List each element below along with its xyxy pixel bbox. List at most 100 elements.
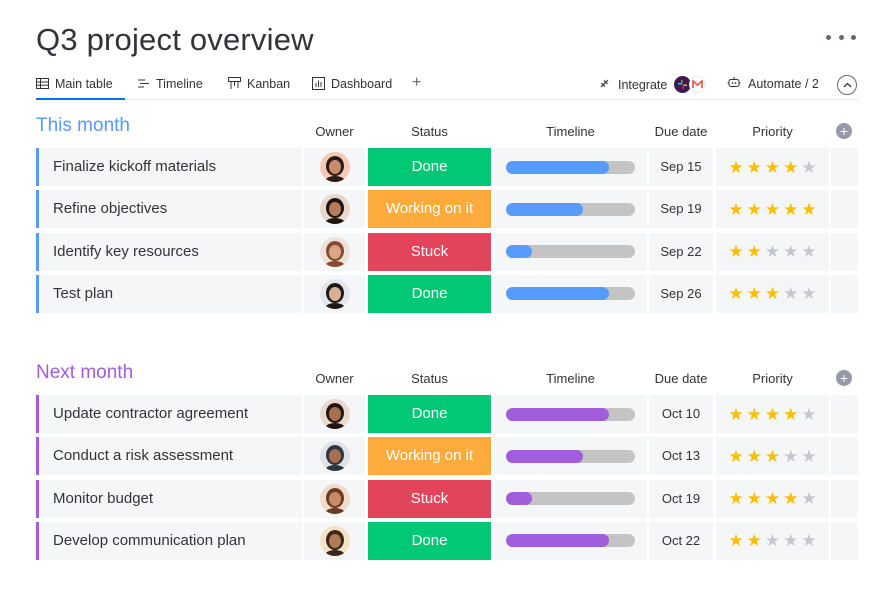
table-row[interactable]: Conduct a risk assessment Working on it Oc… [36,437,858,476]
timeline-cell[interactable] [494,521,647,560]
more-options-icon[interactable] [826,30,856,44]
item-name[interactable]: Finalize kickoff materials [36,148,302,186]
owner-cell[interactable] [304,148,365,186]
star-filled-icon[interactable]: ★ [728,489,744,509]
timeline-cell[interactable] [494,437,647,476]
star-filled-icon[interactable]: ★ [783,404,799,424]
star-empty-icon[interactable]: ★ [801,446,817,466]
avatar[interactable] [319,525,350,556]
group-title[interactable]: This month [36,115,130,136]
timeline-cell[interactable] [494,190,647,229]
status-badge[interactable]: Done [368,274,491,313]
avatar[interactable] [319,152,350,182]
timeline-cell[interactable] [494,232,647,271]
table-row[interactable]: Develop communication plan Done Oct 22 ★ ★ ★ ★… [36,521,858,560]
column-header-timeline[interactable]: Timeline [546,371,595,386]
column-header-priority[interactable]: Priority [752,124,793,139]
star-empty-icon[interactable]: ★ [783,284,799,304]
star-filled-icon[interactable]: ★ [746,446,762,466]
star-filled-icon[interactable]: ★ [764,199,781,219]
owner-cell[interactable] [304,395,365,433]
item-name[interactable]: Conduct a risk assessment [36,437,302,476]
due-date[interactable]: Oct 22 [649,521,713,560]
item-name[interactable]: Identify key resources [36,232,302,271]
star-filled-icon[interactable]: ★ [746,284,762,304]
star-filled-icon[interactable]: ★ [746,157,762,177]
item-name[interactable]: Develop communication plan [36,521,302,560]
status-badge[interactable]: Done [368,521,491,560]
priority-rating[interactable]: ★ ★ ★ ★ ★ [716,274,829,313]
tab-timeline[interactable]: Timeline [137,72,203,100]
star-filled-icon[interactable]: ★ [746,489,762,509]
group-title[interactable]: Next month [36,362,134,383]
item-name[interactable]: Update contractor agreement [36,395,302,433]
automate-button[interactable]: Automate / 2 [727,76,819,91]
star-filled-icon[interactable]: ★ [764,284,781,304]
star-filled-icon[interactable]: ★ [728,157,744,177]
star-empty-icon[interactable]: ★ [801,157,817,177]
column-header-owner[interactable]: Owner [315,371,354,386]
star-empty-icon[interactable]: ★ [801,489,817,509]
add-column-icon[interactable]: + [836,123,852,139]
priority-rating[interactable]: ★ ★ ★ ★ ★ [716,437,829,476]
star-empty-icon[interactable]: ★ [801,284,817,304]
star-filled-icon[interactable]: ★ [746,242,762,262]
star-filled-icon[interactable]: ★ [746,531,762,551]
item-name[interactable]: Monitor budget [36,479,302,518]
status-badge[interactable]: Done [368,148,491,186]
star-filled-icon[interactable]: ★ [746,199,762,219]
owner-cell[interactable] [304,437,365,476]
star-empty-icon[interactable]: ★ [764,242,781,262]
table-row[interactable]: Monitor budget Stuck Oct 19 ★ ★ ★ ★ ★ [36,479,858,518]
star-empty-icon[interactable]: ★ [801,242,817,262]
tab-kanban[interactable]: Kanban [228,72,290,100]
priority-rating[interactable]: ★ ★ ★ ★ ★ [716,190,829,229]
avatar[interactable] [319,483,350,514]
priority-rating[interactable]: ★ ★ ★ ★ ★ [716,521,829,560]
item-name[interactable]: Test plan [36,274,302,313]
star-filled-icon[interactable]: ★ [764,446,781,466]
due-date[interactable]: Sep 22 [649,232,713,271]
timeline-cell[interactable] [494,148,647,186]
item-name[interactable]: Refine objectives [36,190,302,229]
star-empty-icon[interactable]: ★ [764,531,781,551]
star-filled-icon[interactable]: ★ [728,284,744,304]
column-header-status[interactable]: Status [411,124,448,139]
star-filled-icon[interactable]: ★ [764,489,781,509]
owner-cell[interactable] [304,190,365,229]
star-filled-icon[interactable]: ★ [746,404,762,424]
due-date[interactable]: Oct 19 [649,479,713,518]
timeline-cell[interactable] [494,395,647,433]
star-filled-icon[interactable]: ★ [783,489,799,509]
priority-rating[interactable]: ★ ★ ★ ★ ★ [716,395,829,433]
priority-rating[interactable]: ★ ★ ★ ★ ★ [716,479,829,518]
star-filled-icon[interactable]: ★ [783,157,799,177]
avatar[interactable] [319,441,350,472]
star-filled-icon[interactable]: ★ [728,242,744,262]
table-row[interactable]: Identify key resources Stuck Sep 22 ★ ★ ★ ★ ★ [36,232,858,271]
table-row[interactable]: Test plan Done Sep 26 ★ ★ ★ ★ ★ [36,274,858,313]
star-empty-icon[interactable]: ★ [783,531,799,551]
priority-rating[interactable]: ★ ★ ★ ★ ★ [716,232,829,271]
due-date[interactable]: Oct 10 [649,395,713,433]
owner-cell[interactable] [304,274,365,313]
avatar[interactable] [319,278,350,309]
avatar[interactable] [319,236,350,267]
priority-rating[interactable]: ★ ★ ★ ★ ★ [716,148,829,186]
due-date[interactable]: Sep 15 [649,148,713,186]
status-badge[interactable]: Stuck [368,232,491,271]
column-header-due-date[interactable]: Due date [654,371,708,386]
star-empty-icon[interactable]: ★ [801,531,817,551]
add-view-button[interactable]: + [412,74,422,91]
add-column-icon[interactable]: + [836,370,852,386]
column-header-owner[interactable]: Owner [315,124,354,139]
star-filled-icon[interactable]: ★ [728,199,744,219]
owner-cell[interactable] [304,479,365,518]
star-filled-icon[interactable]: ★ [801,199,817,219]
due-date[interactable]: Sep 19 [649,190,713,229]
owner-cell[interactable] [304,232,365,271]
due-date[interactable]: Oct 13 [649,437,713,476]
star-filled-icon[interactable]: ★ [783,199,799,219]
timeline-cell[interactable] [494,274,647,313]
table-row[interactable]: Finalize kickoff materials Done Sep 15 ★ ★ ★ ★… [36,148,858,186]
